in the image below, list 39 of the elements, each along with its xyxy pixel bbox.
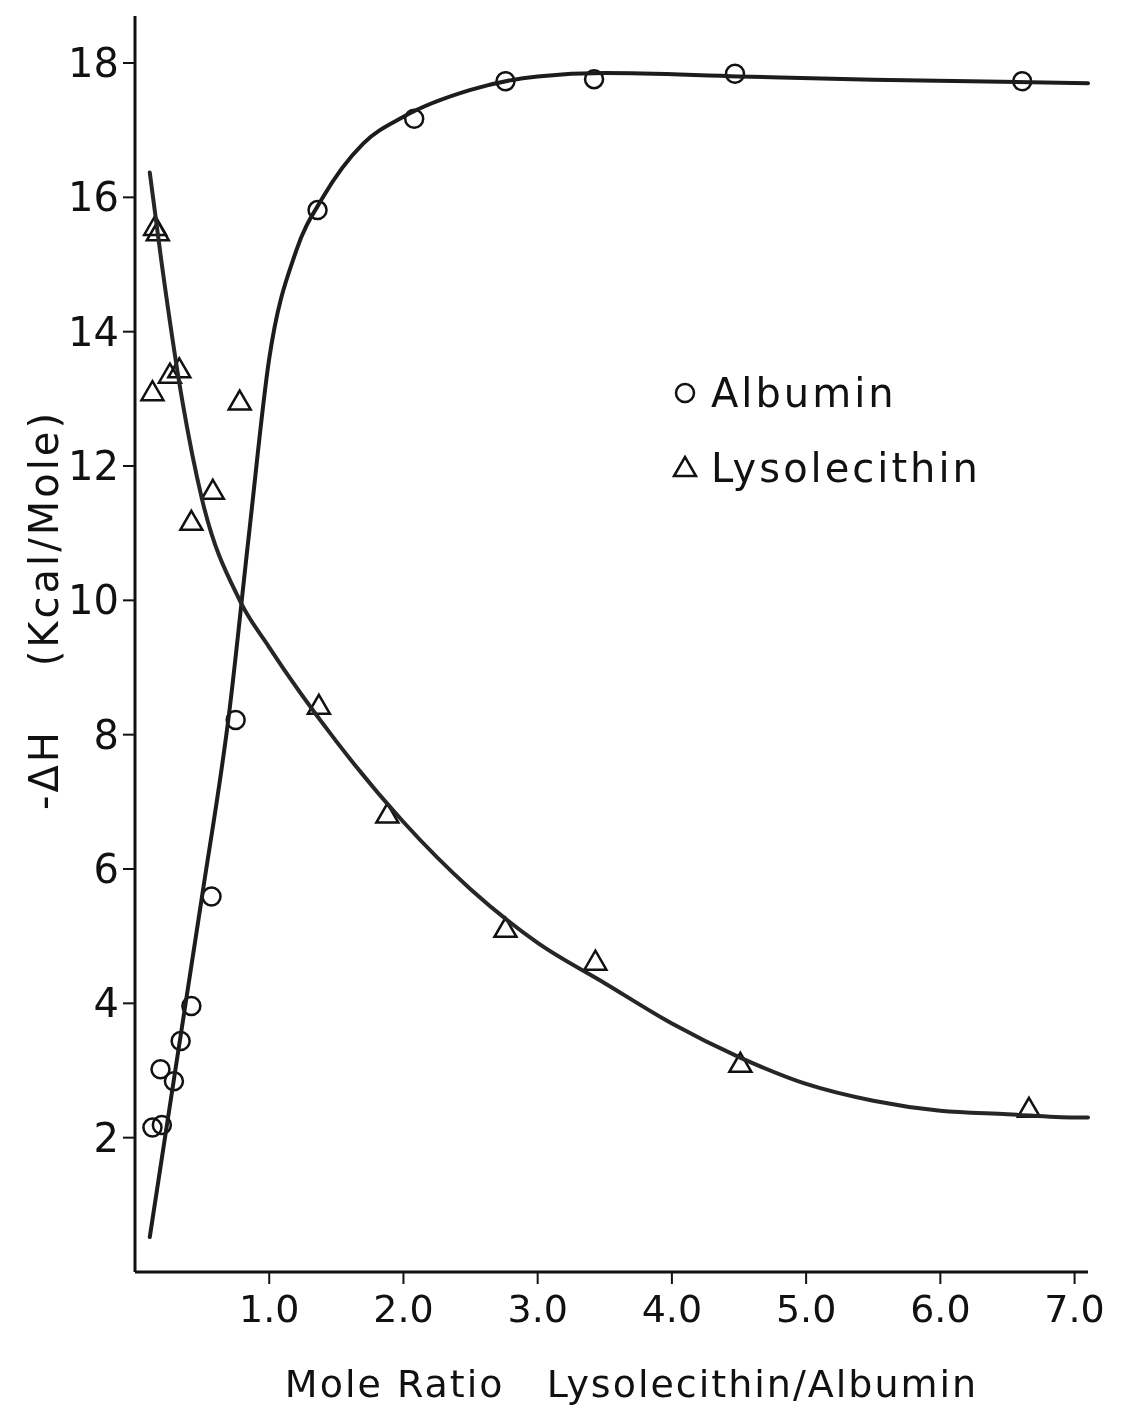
point [151, 1114, 173, 1136]
point [179, 509, 204, 532]
point [140, 379, 165, 402]
y-tick-label: 16 [68, 174, 119, 221]
x-tick-label: 1.0 [239, 1287, 300, 1331]
point [150, 1058, 171, 1080]
x-tick-label: 4.0 [641, 1287, 703, 1331]
point [201, 886, 222, 907]
x-tick-label: 6.0 [910, 1287, 971, 1331]
point [724, 63, 746, 85]
point [583, 68, 605, 90]
legend-label: Lysolecithin [711, 445, 981, 491]
point [403, 108, 425, 130]
y-tick-label: 12 [68, 443, 119, 490]
x-tick-label: 3.0 [507, 1287, 568, 1331]
y-tick-label: 18 [68, 40, 119, 87]
point [1011, 70, 1033, 92]
point [200, 478, 226, 501]
legend-label: Albumin [711, 370, 897, 416]
y-axis-title: -ΔH (Kcal/Mole) [21, 410, 67, 810]
y-tick-label: 2 [93, 1114, 119, 1161]
x-tick-label: 2.0 [373, 1287, 434, 1331]
y-tick-label: 8 [93, 711, 119, 758]
point [142, 1117, 163, 1138]
point [227, 389, 252, 411]
y-tick-label: 4 [93, 980, 119, 1027]
x-tick-label: 7.0 [1044, 1287, 1105, 1331]
y-tick-label: 14 [68, 308, 119, 355]
x-tick-label: 5.0 [775, 1287, 837, 1331]
point [307, 199, 328, 221]
point [225, 709, 246, 731]
y-tick-label: 6 [93, 846, 119, 893]
point [583, 949, 608, 971]
point [181, 995, 202, 1017]
point [163, 1071, 185, 1092]
x-axis-title: Mole Ratio Lysolecithin/Albumin [284, 1362, 979, 1406]
point [170, 1030, 191, 1052]
point [495, 70, 516, 92]
y-tick-label: 10 [68, 577, 119, 624]
